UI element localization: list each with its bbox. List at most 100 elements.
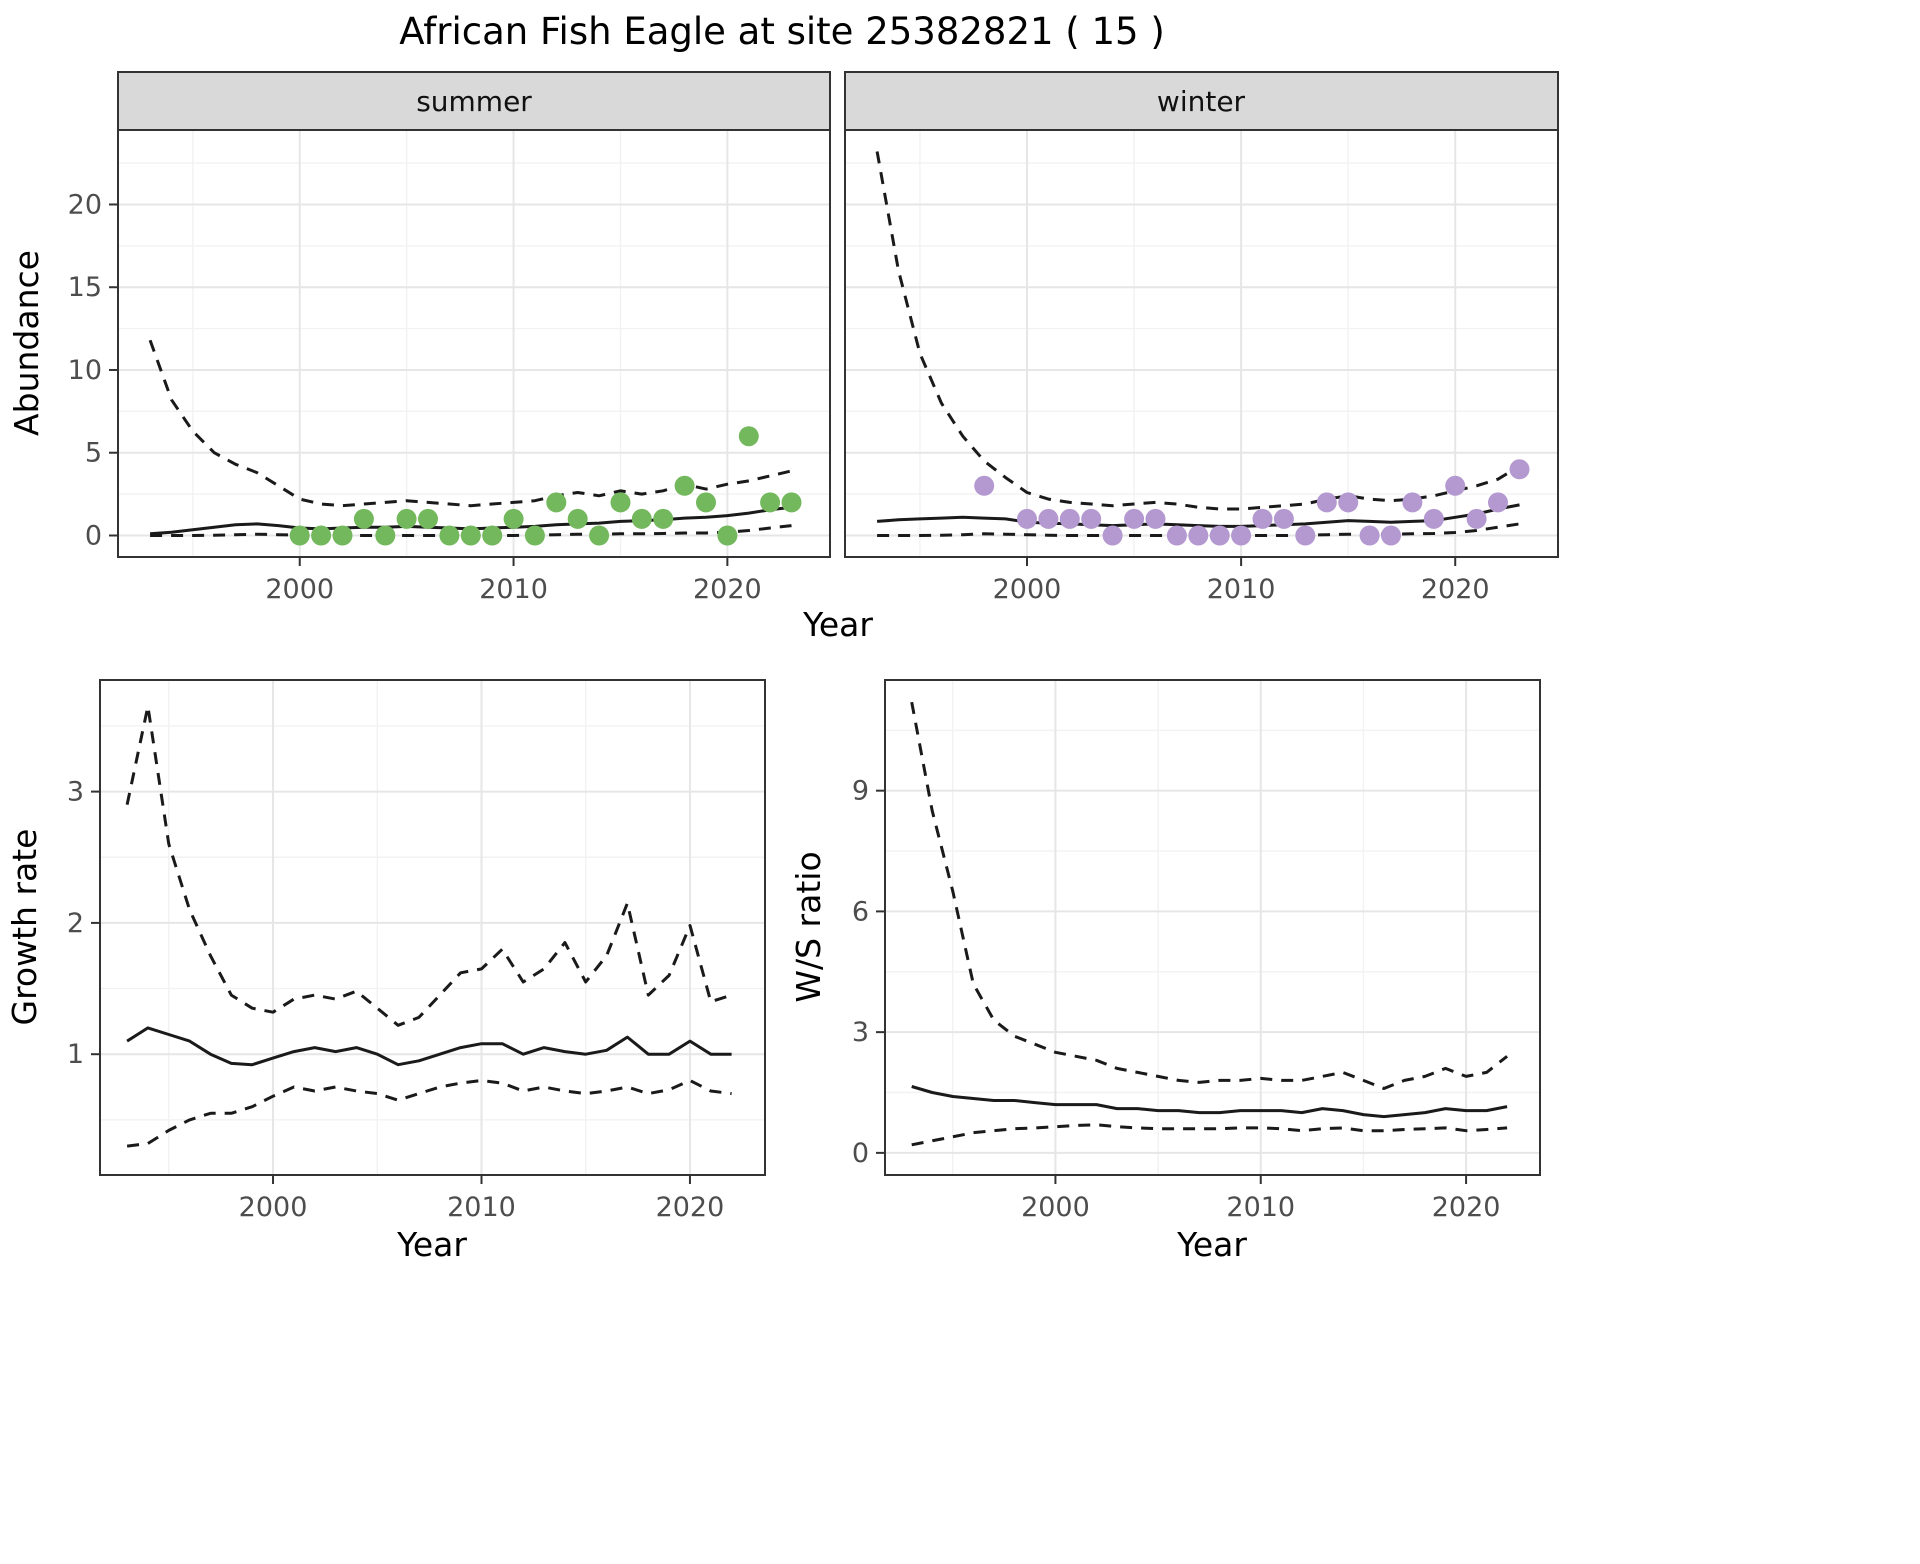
data-point-observed <box>311 525 332 546</box>
facet-strip-summer-label: summer <box>416 85 532 118</box>
data-point-observed <box>631 508 652 529</box>
chart-title: African Fish Eagle at site 25382821 ( 15… <box>399 10 1165 53</box>
facet-strip-winter-bg <box>844 71 1559 131</box>
panel-background <box>845 130 1558 557</box>
panel-growth-rate: 2000 2010 2020 1 2 3 <box>67 679 766 1223</box>
data-point-observed <box>1316 492 1337 513</box>
y-tick-label: 5 <box>85 438 102 469</box>
ws-ratio-x-axis-label: Year <box>1176 1225 1247 1264</box>
data-point-observed <box>1059 508 1080 529</box>
x-tick-label: 2010 <box>1226 1192 1295 1223</box>
panel-border <box>117 129 831 558</box>
data-point-observed <box>1402 492 1423 513</box>
facet-strip-winter: winter <box>844 71 1559 131</box>
y-tick-label: 20 <box>68 189 102 220</box>
data-point-observed <box>1188 525 1209 546</box>
series-group <box>910 701 1509 1147</box>
panel-background <box>118 130 830 557</box>
data-point-observed <box>1231 525 1252 546</box>
data-point-observed <box>1273 508 1294 529</box>
data-point-observed <box>1381 525 1401 546</box>
panel-ws-ratio: 2000 2010 2020 0 3 6 9 <box>852 679 1541 1223</box>
data-point-observed <box>503 508 524 529</box>
data-point-observed <box>1209 525 1230 546</box>
y-tick-label: 3 <box>852 1017 869 1048</box>
data-point-observed <box>1509 459 1530 480</box>
line-median <box>911 1085 1508 1119</box>
data-point-observed <box>1295 525 1316 546</box>
y-tick-label: 10 <box>68 355 102 386</box>
y-tick-label: 0 <box>85 520 102 551</box>
data-point-observed <box>781 492 802 513</box>
x-tick-label: 2000 <box>239 1192 308 1223</box>
x-tick-label: 2020 <box>656 1192 725 1223</box>
data-point-observed <box>1017 508 1037 529</box>
data-point-observed <box>610 492 631 513</box>
y-tick-label: 1 <box>67 1039 84 1070</box>
panel-border <box>844 129 1559 558</box>
data-point-observed <box>674 475 695 496</box>
data-point-observed <box>482 525 503 546</box>
data-point-observed <box>289 525 310 546</box>
data-point-observed <box>1488 492 1508 513</box>
data-point-observed <box>1081 508 1102 529</box>
data-point-observed <box>717 525 738 546</box>
ws-ratio-y-axis-label: W/S ratio <box>789 851 828 1002</box>
series-group <box>875 151 1530 546</box>
data-point-observed <box>589 525 610 546</box>
abundance-y-axis-label: Abundance <box>7 250 46 436</box>
data-point-observed <box>1466 508 1487 529</box>
data-point-observed <box>1338 492 1359 513</box>
data-point-observed <box>1102 525 1123 546</box>
abundance-x-axis-label: Year <box>802 605 873 644</box>
data-point-observed <box>1445 475 1466 496</box>
line-upper_ci <box>910 701 1509 1090</box>
data-point-observed <box>738 426 759 447</box>
data-point-observed <box>460 525 481 546</box>
facet-strip-summer-bg <box>117 71 831 131</box>
x-tick-label: 2010 <box>479 574 548 605</box>
x-tick-label: 2020 <box>693 574 762 605</box>
line-lower_ci <box>911 1123 1508 1147</box>
series-group <box>125 704 733 1148</box>
data-point-observed <box>1145 508 1166 529</box>
panel-summer-abundance: 2000 2010 2020 0 5 10 15 20 <box>68 129 831 605</box>
data-point-observed <box>332 525 353 546</box>
data-point-observed <box>524 525 545 546</box>
panel-border <box>884 679 1541 1176</box>
panel-winter-abundance: 2000 2010 2020 <box>844 129 1559 605</box>
panel-border <box>99 679 766 1176</box>
data-point-observed <box>375 525 396 546</box>
growth-rate-y-axis-label: Growth rate <box>5 829 44 1026</box>
panel-background <box>100 680 765 1175</box>
y-tick-label: 15 <box>68 272 102 303</box>
data-point-observed <box>396 508 417 529</box>
data-point-observed <box>1423 508 1444 529</box>
data-point-observed <box>696 492 716 513</box>
y-tick-label: 9 <box>852 776 869 807</box>
data-point-observed <box>760 492 781 513</box>
data-point-observed <box>439 525 460 546</box>
x-tick-label: 2000 <box>993 574 1062 605</box>
data-point-observed <box>1124 508 1145 529</box>
y-tick-label: 2 <box>67 908 84 939</box>
x-tick-label: 2000 <box>1021 1192 1090 1223</box>
line-median <box>126 1026 732 1067</box>
y-tick-label: 0 <box>852 1138 869 1169</box>
x-tick-label: 2010 <box>447 1192 516 1223</box>
x-tick-label: 2020 <box>1421 574 1490 605</box>
series-group <box>148 339 802 546</box>
x-tick-label: 2010 <box>1207 574 1276 605</box>
data-point-observed <box>974 475 995 496</box>
data-point-observed <box>1359 525 1380 546</box>
y-tick-label: 6 <box>852 896 869 927</box>
y-tick-label: 3 <box>67 777 84 808</box>
facet-strip-summer: summer <box>117 71 831 131</box>
line-lower_ci <box>126 1079 732 1148</box>
data-point-observed <box>1038 508 1059 529</box>
line-upper_ci <box>125 704 733 1027</box>
data-point-observed <box>353 508 374 529</box>
x-tick-label: 2020 <box>1432 1192 1501 1223</box>
data-point-observed <box>418 508 438 529</box>
